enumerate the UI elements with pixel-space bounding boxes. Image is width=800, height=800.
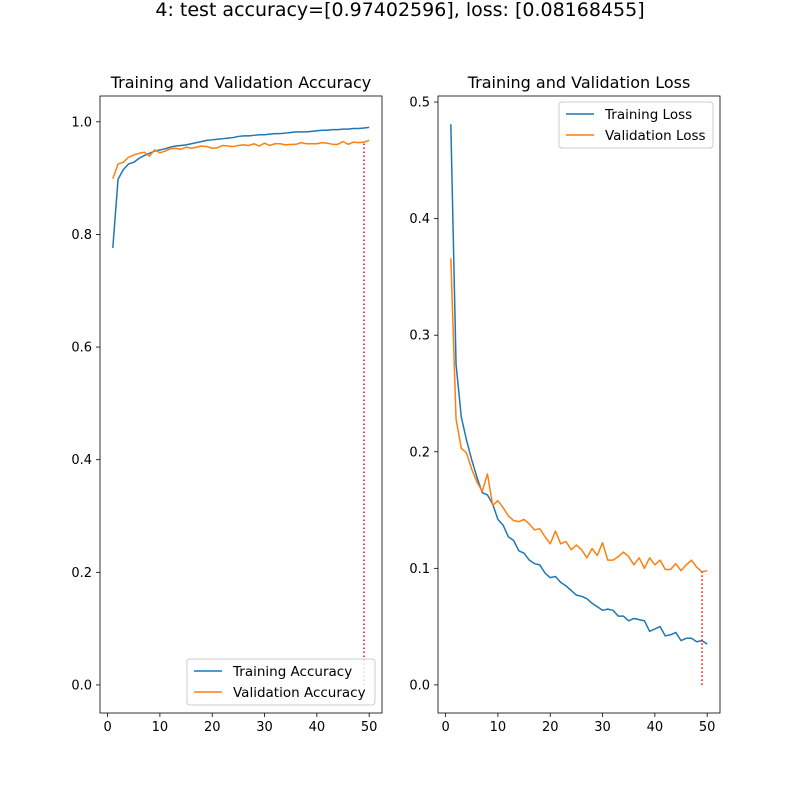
x-tick-label: 20 (204, 720, 221, 735)
legend: Training Loss Validation Loss (558, 101, 714, 149)
y-tick-label: 0.3 (409, 329, 430, 344)
x-tick-label: 10 (490, 720, 507, 735)
x-tick-label: 0 (441, 720, 449, 735)
legend-box (558, 101, 714, 149)
y-tick-label: 0.4 (409, 212, 430, 227)
series-line-1 (112, 139, 370, 179)
x-tick-label: 30 (594, 720, 611, 735)
x-tick-label: 0 (103, 720, 111, 735)
legend-label-1: Validation Accuracy (233, 685, 366, 701)
x-tick-label: 30 (256, 720, 273, 735)
axes-frame (437, 95, 721, 714)
y-tick-label: 0.2 (409, 445, 430, 460)
accuracy-plot: Training and Validation Accuracy 0 10 20 30 4… (71, 73, 383, 735)
legend-box (186, 658, 376, 706)
y-tick-label: 0.0 (409, 678, 430, 693)
y-tick-label: 0.1 (409, 562, 430, 577)
y-tick-label: 1.0 (71, 115, 92, 130)
series-line-1 (450, 258, 708, 573)
y-tick-label: 0.4 (71, 453, 92, 468)
x-tick-label: 50 (699, 720, 716, 735)
axes-frame (99, 95, 383, 714)
chart-title: Training and Validation Accuracy (110, 73, 372, 92)
x-tick-label: 40 (647, 720, 664, 735)
x-tick-label: 50 (361, 720, 378, 735)
legend: Training Accuracy Validation Accuracy (186, 658, 376, 706)
y-tick-label: 0.8 (71, 228, 92, 243)
x-tick-label: 10 (152, 720, 169, 735)
loss-plot: Training and Validation Loss 0 10 20 30 40 50 0… (409, 73, 721, 735)
chart-title: Training and Validation Loss (467, 73, 691, 92)
x-tick-label: 20 (542, 720, 559, 735)
x-tick-label: 40 (309, 720, 326, 735)
y-tick-label: 0.0 (71, 678, 92, 693)
y-tick-label: 0.5 (409, 96, 430, 111)
legend-label-1: Validation Loss (605, 128, 706, 144)
y-tick-label: 0.6 (71, 341, 92, 356)
figure-suptitle: 4: test accuracy=[0.97402596], loss: [0.… (155, 0, 645, 21)
legend-label-0: Training Loss (604, 107, 692, 123)
series-line-0 (450, 124, 708, 645)
legend-label-0: Training Accuracy (232, 664, 352, 680)
y-tick-label: 0.2 (71, 566, 92, 581)
